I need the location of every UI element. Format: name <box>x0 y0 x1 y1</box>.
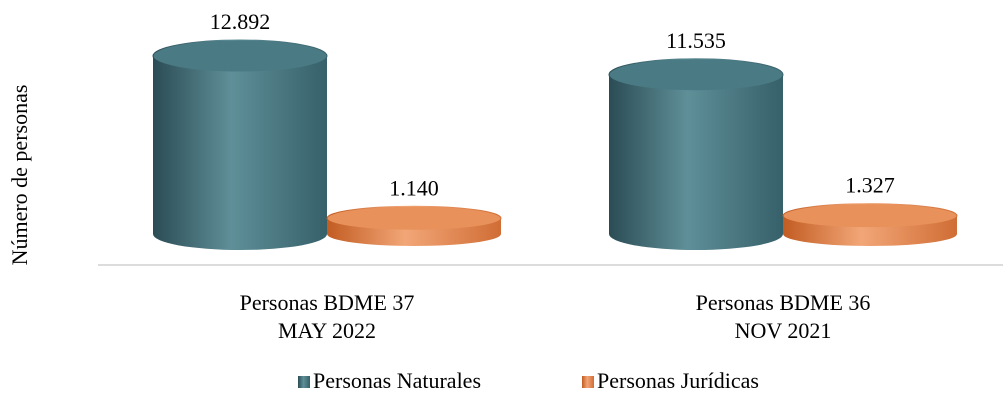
cylinder-top <box>326 205 502 231</box>
legend-marker <box>582 376 594 388</box>
cylinder-top <box>152 39 328 73</box>
value-label: 12.892 <box>210 9 271 34</box>
cylinder-body <box>609 74 783 250</box>
x-tick-label: Personas BDME 37 <box>240 290 415 315</box>
legend-label: Personas Jurídicas <box>597 368 759 393</box>
x-tick-label: Personas BDME 36 <box>696 290 871 315</box>
x-tick-label: MAY 2022 <box>278 318 376 343</box>
cylinder-top <box>782 203 958 229</box>
cylinder-top <box>608 58 784 92</box>
value-label: 1.140 <box>389 175 439 200</box>
legend-marker <box>298 376 310 388</box>
x-tick-label: NOV 2021 <box>735 318 832 343</box>
cylinder-body <box>153 56 327 250</box>
y-axis-title: Número de personas <box>7 85 32 266</box>
value-label: 1.327 <box>845 173 895 198</box>
value-label: 11.535 <box>666 28 726 53</box>
legend-label: Personas Naturales <box>313 368 481 393</box>
